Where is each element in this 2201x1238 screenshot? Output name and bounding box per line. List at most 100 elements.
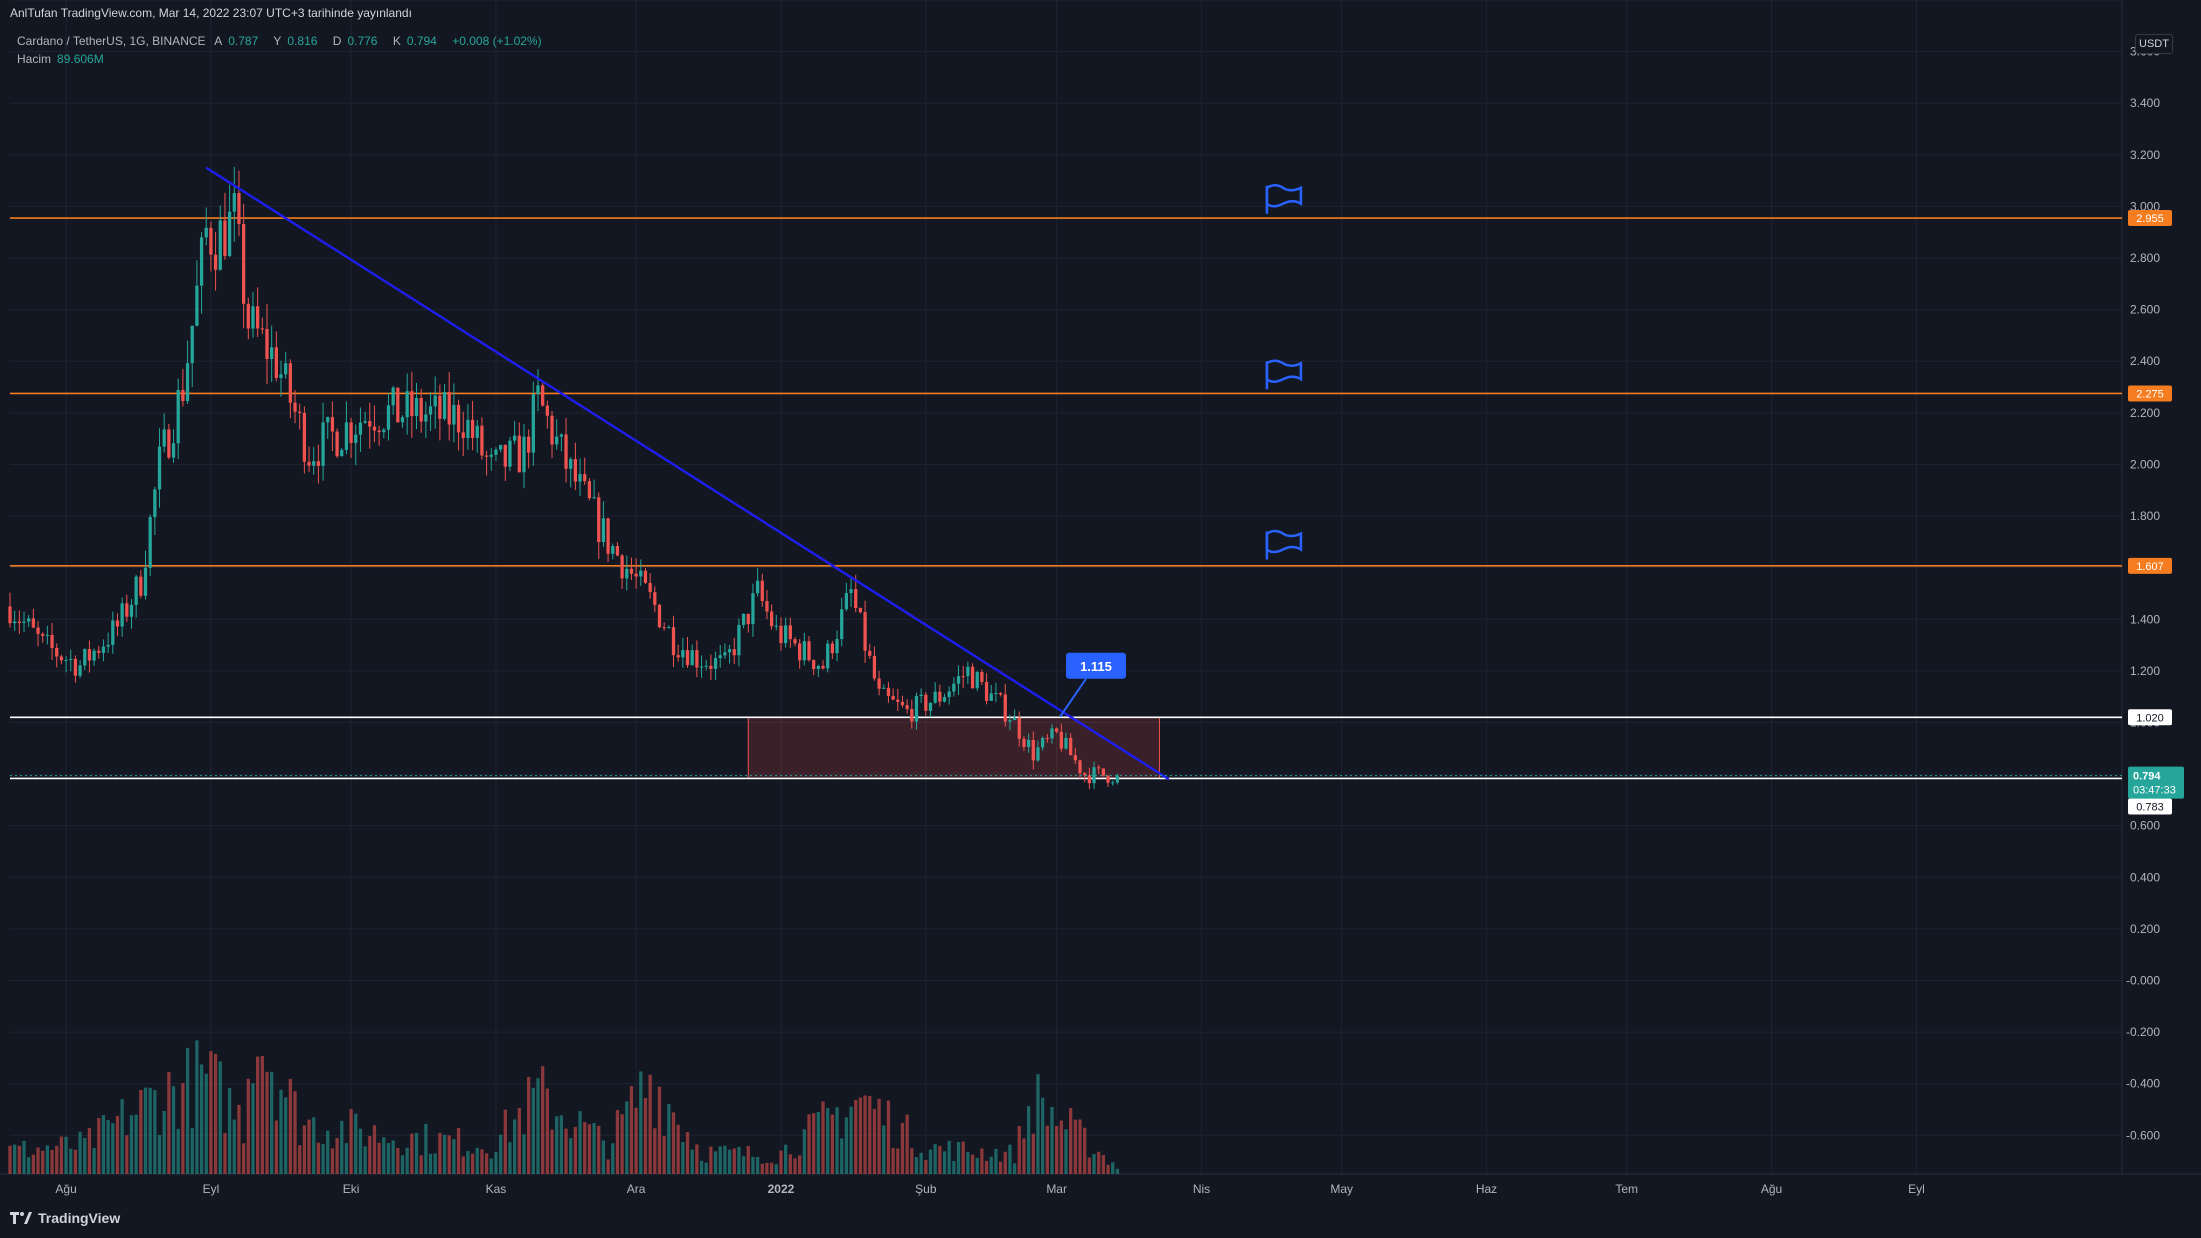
candle-body bbox=[863, 612, 867, 651]
candle-body bbox=[774, 625, 778, 627]
candle-body bbox=[312, 461, 316, 466]
candle-body bbox=[115, 620, 120, 627]
volume-bar bbox=[447, 1135, 451, 1174]
candle-body bbox=[232, 193, 236, 212]
time-axis[interactable]: Ağu Eyl Eki Kas Ara 2022 Şub Mar Nis May Haz Tem Ağu… bbox=[55, 1182, 1924, 1196]
candle-body bbox=[1101, 768, 1106, 776]
candle-body bbox=[321, 422, 325, 466]
volume-bar bbox=[662, 1136, 666, 1174]
candle-body bbox=[905, 705, 909, 709]
candle-body bbox=[358, 422, 363, 435]
x-tick-label: Eki bbox=[343, 1182, 360, 1196]
volume-bar bbox=[223, 1132, 227, 1174]
candle-body bbox=[354, 434, 358, 443]
candle-body bbox=[737, 624, 741, 656]
candle-body bbox=[527, 436, 531, 453]
symbol-info: Cardano / TetherUS, 1G, BINANCE A 0.787 Y… bbox=[17, 34, 548, 48]
price-callout[interactable]: 1.115 bbox=[1059, 652, 1126, 718]
volume-bar bbox=[97, 1118, 101, 1174]
volume-bar bbox=[410, 1133, 414, 1174]
flag-icon[interactable] bbox=[1265, 529, 1303, 560]
volume-bar bbox=[251, 1083, 255, 1174]
candle-body bbox=[966, 666, 970, 677]
volume-bar bbox=[162, 1110, 166, 1174]
y-tick-label: 2.000 bbox=[2130, 457, 2160, 471]
candle-body bbox=[157, 446, 162, 490]
candle-body bbox=[531, 394, 535, 453]
y-tick-label: 2.800 bbox=[2130, 251, 2160, 265]
flag-icon[interactable] bbox=[1265, 359, 1303, 390]
candle-body bbox=[17, 621, 21, 623]
volume-bar bbox=[629, 1086, 634, 1174]
volume-bars bbox=[8, 1040, 1120, 1174]
candle-body bbox=[274, 347, 278, 378]
volume-bar bbox=[840, 1138, 844, 1174]
volume-bar bbox=[531, 1087, 535, 1174]
volume-bar bbox=[143, 1087, 148, 1174]
candle-body bbox=[498, 444, 503, 450]
candle-body bbox=[592, 497, 596, 499]
volume-bar bbox=[741, 1156, 746, 1174]
volume-bar bbox=[900, 1122, 905, 1174]
candle-body bbox=[886, 687, 891, 696]
candle-body bbox=[741, 613, 746, 625]
grid bbox=[10, 0, 2122, 1174]
candle-body bbox=[55, 647, 59, 657]
horizontal-levels[interactable] bbox=[10, 217, 2122, 780]
candle-body bbox=[896, 699, 900, 702]
candle-body bbox=[288, 363, 292, 403]
candle-body bbox=[1055, 728, 1059, 732]
volume-bar bbox=[358, 1128, 363, 1174]
volume-bar bbox=[830, 1114, 835, 1174]
candle-body bbox=[587, 481, 592, 499]
volume-bar bbox=[153, 1090, 157, 1174]
last-price-label: 0.794 03:47:33 bbox=[2128, 766, 2184, 799]
candle-body bbox=[442, 391, 447, 419]
volume-bar bbox=[241, 1143, 246, 1174]
volume-bar bbox=[232, 1119, 236, 1174]
y-tick-label: 1.200 bbox=[2130, 664, 2160, 678]
currency-unit-button[interactable]: USDT bbox=[2135, 34, 2173, 54]
candle-body bbox=[854, 589, 858, 608]
volume-bar bbox=[522, 1134, 526, 1174]
flag-icon[interactable] bbox=[1265, 184, 1303, 214]
candle-body bbox=[942, 697, 947, 702]
volume-bar bbox=[368, 1135, 372, 1174]
symbol-name[interactable]: Cardano / TetherUS, 1G, BINANCE bbox=[17, 34, 206, 48]
volume-bar bbox=[620, 1114, 624, 1174]
volume-bar bbox=[83, 1138, 87, 1174]
candle-body bbox=[938, 691, 942, 702]
candle-body bbox=[643, 570, 648, 583]
volume-bar bbox=[601, 1140, 606, 1174]
candle-body bbox=[994, 693, 998, 695]
volume-bar bbox=[92, 1148, 96, 1174]
volume-bar bbox=[793, 1158, 797, 1174]
volume-bar bbox=[1045, 1125, 1049, 1174]
x-tick-label: 2022 bbox=[768, 1182, 795, 1196]
volume-bar bbox=[849, 1106, 853, 1174]
volume-bar bbox=[980, 1148, 984, 1174]
volume-bar bbox=[891, 1147, 895, 1174]
candle-body bbox=[368, 421, 372, 427]
candle-body bbox=[802, 641, 806, 661]
candle-body bbox=[1036, 747, 1040, 761]
price-axis[interactable]: 3.6003.4003.2003.0002.8002.6002.4002.200… bbox=[2126, 45, 2160, 1143]
support-zone[interactable] bbox=[747, 716, 1160, 779]
volume-bar bbox=[779, 1150, 783, 1174]
candle-body bbox=[662, 627, 666, 629]
volume-bar bbox=[928, 1149, 933, 1174]
volume-bar bbox=[1087, 1157, 1091, 1174]
candle-body bbox=[681, 650, 685, 658]
level-label: 1.607 bbox=[2136, 561, 2164, 573]
y-tick-label: -0.000 bbox=[2126, 973, 2160, 987]
candle-body bbox=[106, 644, 110, 647]
downtrend-line[interactable] bbox=[205, 166, 1170, 781]
x-tick-label: Eyl bbox=[203, 1182, 220, 1196]
candle-body bbox=[578, 474, 582, 482]
volume-bar bbox=[910, 1148, 914, 1174]
volume-bar bbox=[148, 1087, 152, 1174]
volume-bar bbox=[1041, 1097, 1045, 1174]
level-label-box bbox=[2128, 385, 2172, 402]
volume-bar bbox=[55, 1145, 59, 1174]
